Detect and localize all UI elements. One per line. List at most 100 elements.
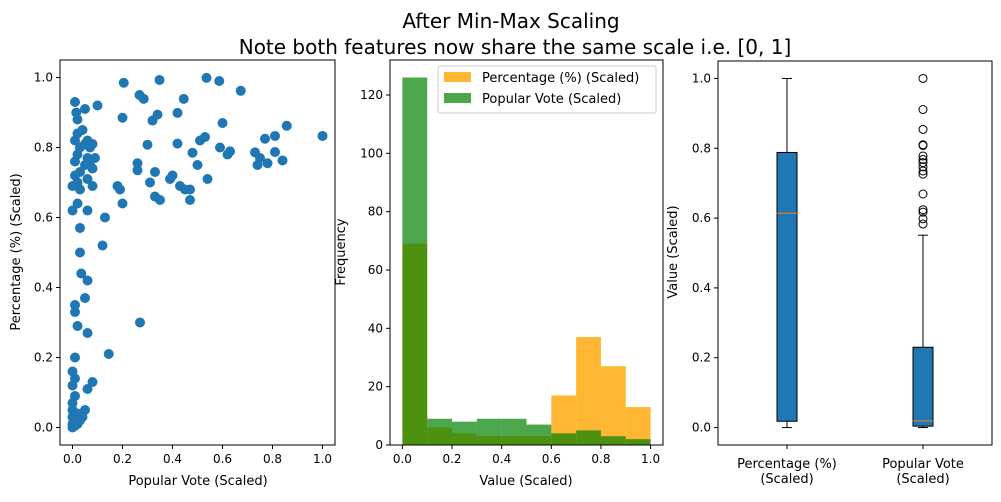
scatter-xtick-label: 0.8 xyxy=(263,452,282,466)
boxplot-ytick-label: 1.0 xyxy=(692,71,711,85)
boxplot-ytick-label: 0.2 xyxy=(692,351,711,365)
scatter-point xyxy=(82,275,93,286)
boxplot-axes: 0.0 0.2 0.4 0.6 0.8 1.0 xyxy=(692,60,993,449)
boxplot-outlier xyxy=(918,205,928,215)
scatter-xtick-label: 0.4 xyxy=(163,452,182,466)
scatter-point xyxy=(72,114,83,125)
scatter-point xyxy=(80,293,90,303)
histogram-bar-popular-vote xyxy=(427,418,453,445)
scatter-point xyxy=(87,181,98,191)
histogram-xlabel: Value (Scaled) xyxy=(479,474,572,489)
scatter-point xyxy=(67,380,78,391)
boxplot-outlier xyxy=(918,189,928,199)
scatter-point xyxy=(202,174,213,184)
scatter-point xyxy=(70,307,80,317)
boxplot-outlier xyxy=(918,154,928,164)
histogram-ytick-label: 60 xyxy=(368,263,383,277)
scatter-point xyxy=(117,198,128,209)
scatter-point xyxy=(270,130,280,141)
scatter-point xyxy=(145,177,155,188)
scatter-point xyxy=(165,174,175,184)
scatter-xtick-label: 0.6 xyxy=(213,452,232,466)
scatter-point xyxy=(70,97,80,107)
scatter-ytick-label: 1.0 xyxy=(34,71,53,85)
scatter-point xyxy=(70,300,80,310)
boxplot-ytick-label: 0.0 xyxy=(692,421,711,435)
scatter-point xyxy=(260,133,270,144)
scatter-point xyxy=(154,74,165,85)
boxplot-ytick-label: 0.8 xyxy=(692,141,711,155)
histogram-ytick-label: 120 xyxy=(360,88,383,102)
histogram-xtick-label: 0.2 xyxy=(442,452,461,466)
histogram-ytick-label: 80 xyxy=(368,205,383,219)
scatter-point xyxy=(185,195,195,205)
histogram-ytick-label: 40 xyxy=(368,321,383,335)
histogram-bar-popular-vote xyxy=(576,430,601,445)
scatter-point xyxy=(147,115,158,126)
scatter-xlabel: Popular Vote (Scaled) xyxy=(128,474,267,489)
histogram-bar-popular-vote xyxy=(452,421,477,445)
scatter-point xyxy=(67,181,78,191)
scatter-point xyxy=(82,328,93,338)
boxplot-outlier xyxy=(918,207,928,217)
scatter-point xyxy=(150,167,160,177)
scatter-point xyxy=(187,147,198,158)
histogram-bar-percentage xyxy=(600,366,626,445)
scatter-point xyxy=(135,317,145,328)
scatter-point xyxy=(115,184,125,195)
scatter-point xyxy=(75,247,85,258)
scatter-point xyxy=(70,135,80,146)
scatter-point xyxy=(80,160,90,170)
boxplot-outlier xyxy=(918,124,928,134)
scatter-point xyxy=(252,160,263,170)
scatter-point xyxy=(87,163,98,174)
scatter-point xyxy=(201,72,212,83)
scatter-point xyxy=(72,321,83,331)
scatter-point xyxy=(132,158,143,169)
boxplot-ytick-label: 0.6 xyxy=(692,211,711,225)
scatter-point xyxy=(142,139,153,150)
figure-title-line-1: After Min-Max Scaling xyxy=(402,9,619,33)
histogram-ytick-label: 100 xyxy=(360,146,383,160)
scatter-point xyxy=(262,158,273,169)
scatter-point xyxy=(192,160,203,170)
histogram-xtick-label: 0.8 xyxy=(591,452,610,466)
legend-swatch-popular-vote xyxy=(444,93,471,103)
scatter-point xyxy=(185,184,195,195)
boxplot-outlier xyxy=(918,105,928,115)
scatter-point xyxy=(80,104,90,114)
boxplot-box xyxy=(912,346,934,427)
scatter-point xyxy=(215,142,225,153)
scatter-ytick-label: 0.0 xyxy=(34,421,53,435)
legend-label-percentage: Percentage (%) (Scaled) xyxy=(482,71,639,86)
boxplot-xtick-label-1a: Percentage (%) xyxy=(737,457,837,472)
boxplot-outlier xyxy=(918,169,928,179)
scatter-point xyxy=(70,156,80,167)
histogram-xtick-label: 0.4 xyxy=(492,452,511,466)
scatter-point xyxy=(72,198,83,209)
scatter-point xyxy=(217,118,228,128)
legend-swatch-percentage xyxy=(444,72,471,82)
histogram-bar-percentage xyxy=(625,407,651,445)
legend-label-popular-vote: Popular Vote (Scaled) xyxy=(482,92,621,107)
scatter-point xyxy=(67,205,78,216)
scatter-xtick-label: 1.0 xyxy=(313,452,332,466)
scatter-point xyxy=(103,349,114,359)
boxplot-outlier xyxy=(918,219,928,229)
scatter-point xyxy=(281,120,292,131)
scatter-point xyxy=(235,85,246,96)
boxplot-outlier xyxy=(918,151,928,161)
scatter-xtick-label: 0.2 xyxy=(113,452,132,466)
histogram-ytick-label: 20 xyxy=(368,380,383,394)
histogram-bar-popular-vote xyxy=(600,436,626,445)
scatter-point xyxy=(76,268,87,279)
scatter-point xyxy=(172,138,183,149)
scatter-ylabel: Percentage (%) (Scaled) xyxy=(9,173,24,330)
boxplot-xtick-label-1b: (Scaled) xyxy=(760,472,813,487)
scatter-point xyxy=(118,77,129,88)
scatter-point xyxy=(270,147,280,158)
histogram-xtick-label: 0.6 xyxy=(542,452,561,466)
scatter-point xyxy=(222,149,233,160)
scatter-axes: 0.0 0.2 0.4 0.6 0.8 1.0 0.0 0.2 0.4 0.6 0.8 1.0 xyxy=(34,59,336,466)
